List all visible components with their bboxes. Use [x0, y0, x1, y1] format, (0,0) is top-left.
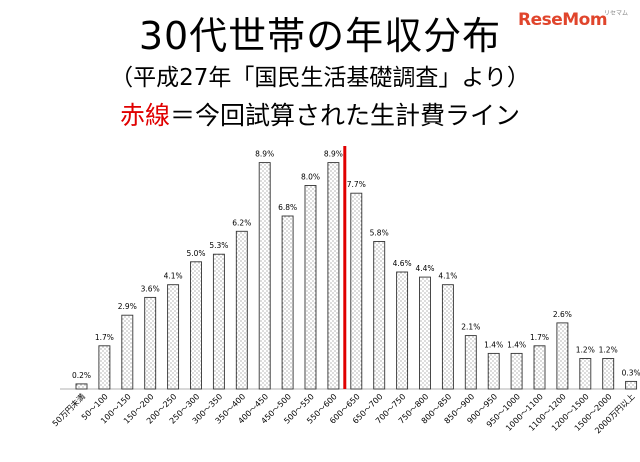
- bar: [144, 296, 157, 390]
- data-label: 8.9%: [324, 150, 343, 159]
- data-label: 1.4%: [507, 340, 526, 349]
- bar: [190, 261, 202, 390]
- data-label: 1.2%: [576, 346, 595, 355]
- data-label: 1.4%: [484, 340, 503, 349]
- data-label: 5.3%: [209, 241, 228, 250]
- bar: [212, 253, 225, 390]
- bar: [533, 345, 546, 390]
- data-label: 1.7%: [95, 333, 114, 342]
- data-label: 8.0%: [301, 173, 320, 182]
- bar: [396, 271, 409, 390]
- data-label: 5.8%: [370, 229, 389, 238]
- bar: [235, 230, 248, 390]
- bar: [441, 284, 454, 390]
- data-label: 4.1%: [164, 272, 183, 281]
- bar: [510, 352, 523, 390]
- data-label: 3.6%: [141, 284, 160, 293]
- bar: [487, 352, 500, 390]
- data-label: 1.7%: [530, 333, 549, 342]
- bar: [556, 322, 569, 390]
- chart-subtitle: （平成27年「国民生活基礎調査」より）: [110, 65, 530, 91]
- data-label: 2.1%: [461, 323, 480, 332]
- bar: [602, 358, 615, 390]
- data-label: 2.9%: [118, 302, 137, 311]
- bar: [304, 185, 317, 390]
- data-label: 0.3%: [622, 368, 640, 377]
- chart-title: 30代世帯の年収分布: [138, 14, 502, 58]
- bar: [327, 162, 340, 390]
- bar: [579, 358, 592, 390]
- data-label: 1.2%: [599, 346, 618, 355]
- data-label: 7.7%: [347, 180, 366, 189]
- data-label: 5.0%: [186, 249, 205, 258]
- bar: [121, 314, 134, 390]
- bar: [625, 380, 638, 390]
- red-line-description: ＝今回試算された生計費ライン: [170, 101, 521, 130]
- chart-note: 赤線＝今回試算された生計費ライン: [0, 100, 640, 132]
- bar: [167, 284, 180, 390]
- data-label: 6.8%: [278, 203, 297, 212]
- bar: [75, 383, 88, 390]
- bar: [98, 345, 111, 390]
- logo-text: ReseMom: [518, 10, 608, 30]
- tick-label: 50万円未満: [50, 391, 87, 428]
- bar: [258, 162, 271, 390]
- logo-subtext: リセマム: [603, 10, 628, 17]
- data-label: 4.6%: [393, 259, 412, 268]
- data-label: 0.2%: [72, 371, 91, 380]
- red-line-label: 赤線: [119, 101, 170, 130]
- resemom-logo: ReseMom リセマム: [518, 10, 628, 40]
- data-label: 2.6%: [553, 310, 572, 319]
- bar: [350, 192, 363, 390]
- bar: [281, 215, 294, 390]
- data-label: 6.2%: [232, 218, 251, 227]
- bar: [464, 335, 477, 390]
- data-label: 8.9%: [255, 150, 274, 159]
- bar: [419, 276, 431, 390]
- bar: [373, 241, 386, 390]
- data-label: 4.4%: [415, 264, 434, 273]
- data-label: 4.1%: [438, 272, 457, 281]
